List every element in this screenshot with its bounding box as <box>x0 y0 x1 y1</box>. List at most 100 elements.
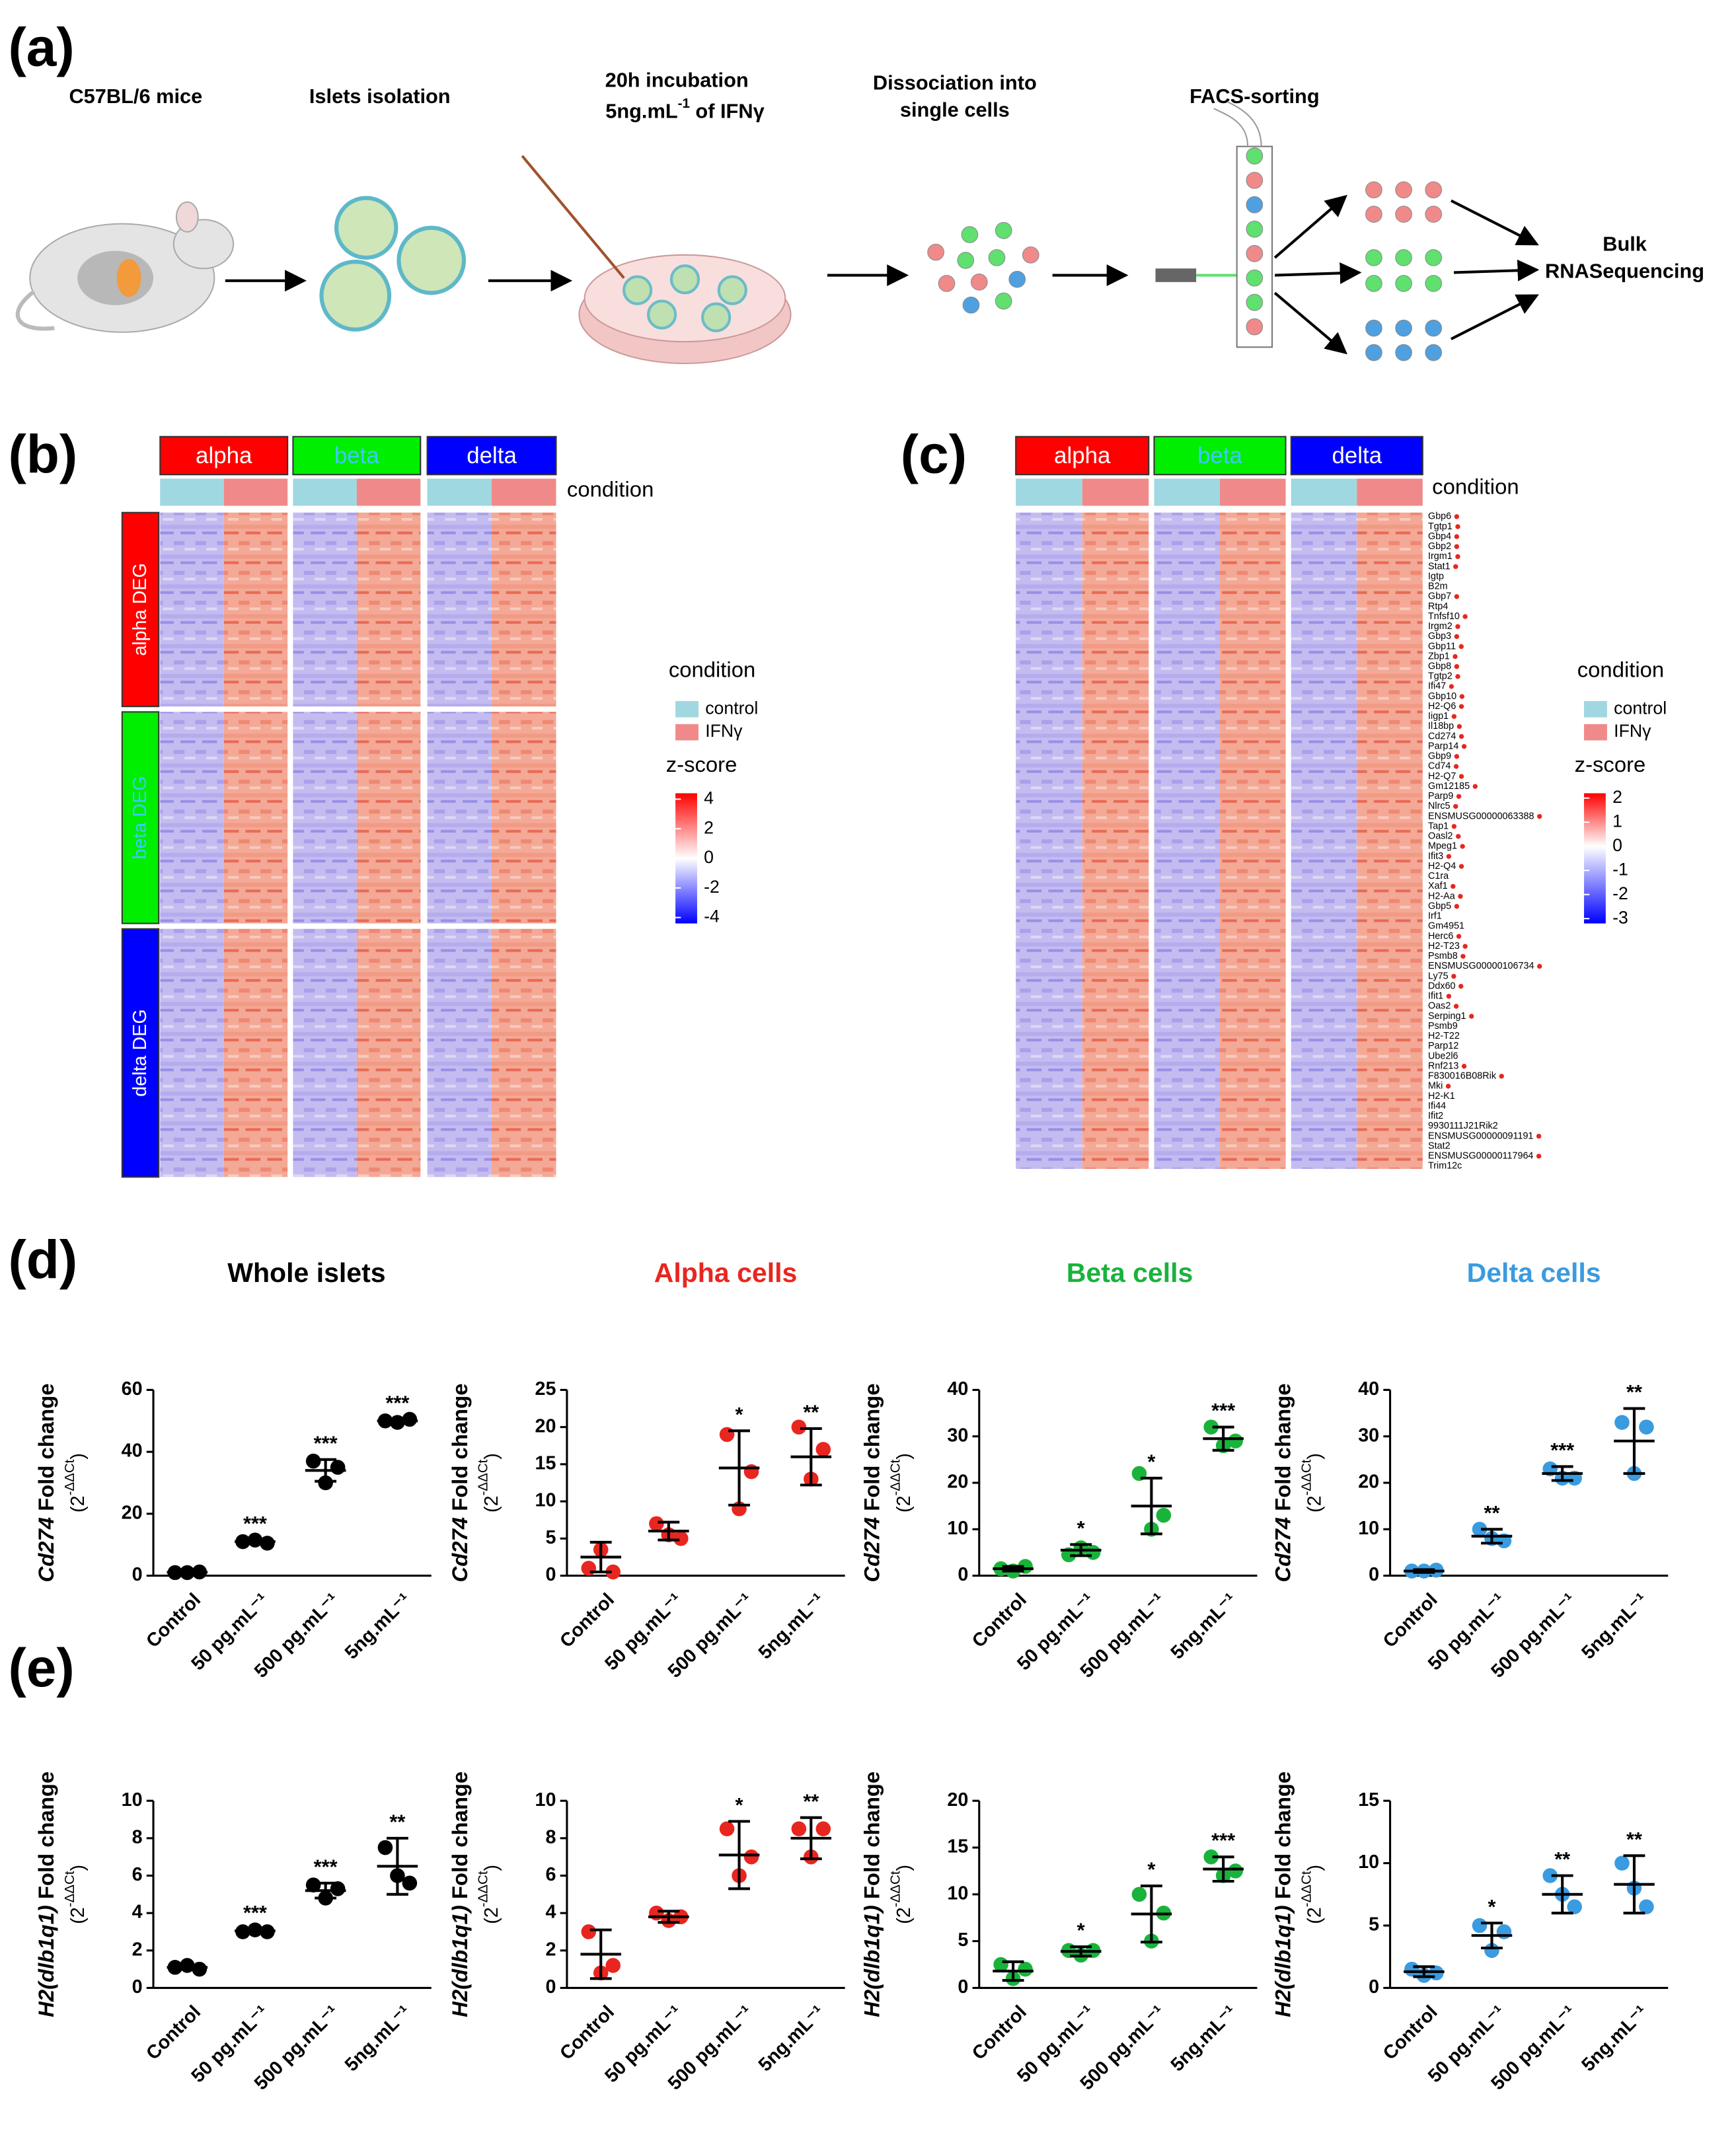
arrows <box>225 194 1540 355</box>
gene-label: Herc6 <box>1428 931 1453 942</box>
y-tick-label: 10 <box>122 1789 143 1811</box>
error-bar <box>244 1927 266 1934</box>
y-axis-unit: (2 <box>67 1495 89 1513</box>
gene-label: Serping1 <box>1428 1011 1466 1022</box>
gene-label: C1ra <box>1428 871 1449 881</box>
y-tick-label: 6 <box>546 1864 556 1885</box>
x-tick-label: 5ng.mL⁻¹ <box>1577 2002 1651 2076</box>
gene-marker <box>1453 1004 1459 1009</box>
heatmap-block <box>293 512 357 707</box>
heatmap-block <box>223 928 288 1178</box>
y-tick-label: 2 <box>546 1939 556 1960</box>
legend-swatch <box>1584 724 1607 741</box>
gene-marker <box>1456 834 1461 839</box>
gene-marker <box>1454 634 1460 640</box>
error-bar <box>244 1538 266 1545</box>
condition-bar <box>1082 478 1149 506</box>
y-axis-unit: ) <box>67 1865 89 1871</box>
gene-label: ENSMUSG00000063388 <box>1428 811 1534 821</box>
gene-label: Tgtp2 <box>1428 671 1453 682</box>
colorbar <box>1584 793 1606 924</box>
y-axis-label: Cd274 Fold change <box>1270 1384 1295 1583</box>
column-title: Delta cells <box>1467 1257 1601 1288</box>
y-axis-unit: (2 <box>67 1907 89 1924</box>
step-label: 20h incubation <box>605 68 749 91</box>
data-point <box>673 1531 689 1546</box>
gene-label: Gbp11 <box>1428 641 1456 652</box>
heatmap-block <box>492 928 556 1178</box>
column-title: Beta cells <box>1067 1257 1193 1288</box>
legend-title: z-score <box>1575 752 1646 776</box>
colorbar-tick-label: -3 <box>1612 907 1628 927</box>
gene-label: Irgm2 <box>1428 621 1453 632</box>
significance: ** <box>1484 1501 1500 1524</box>
gene-marker <box>1462 614 1468 619</box>
gene-label: Parp12 <box>1428 1041 1458 1051</box>
dose: 5ng.mL <box>605 99 677 122</box>
cell-type-header <box>1153 435 1287 476</box>
data-point <box>1203 1849 1219 1865</box>
legend-label: control <box>1614 698 1667 718</box>
x-tick-label: 5ng.mL⁻¹ <box>1577 1589 1651 1663</box>
gene-label: Tap1 <box>1428 821 1449 831</box>
condition-bar <box>1357 478 1423 506</box>
y-tick-label: 20 <box>1358 1472 1379 1493</box>
data-point <box>1639 1419 1654 1435</box>
heatmap-block <box>356 512 421 707</box>
gene-label: Ifi44 <box>1428 1101 1446 1111</box>
step-label: RNASequencing <box>1545 260 1704 283</box>
data-point <box>1496 1924 1512 1939</box>
gene-label: Psmb8 <box>1428 951 1458 961</box>
data-point <box>743 1464 759 1479</box>
data-point <box>815 1821 831 1836</box>
data-point <box>1203 1419 1219 1435</box>
condition-bar <box>223 478 288 506</box>
heatmap-block <box>356 712 421 924</box>
gene-label: Gm12185 <box>1428 781 1470 792</box>
y-axis-label: Cd274 Fold change <box>859 1384 884 1583</box>
y-tick-label: 5 <box>546 1527 556 1548</box>
significance: * <box>1077 1919 1085 1942</box>
gene-label: Zbp1 <box>1428 651 1450 661</box>
gene-label: Ifit1 <box>1428 991 1443 1002</box>
heatmap-block <box>160 512 224 707</box>
y-axis-unit-sup: -ΔΔCt <box>62 1459 77 1495</box>
gene-marker <box>1446 994 1452 999</box>
heatmap-block <box>1082 512 1149 1169</box>
y-axis-label: (2-ΔΔCt) <box>1299 1865 1325 1924</box>
gene-label: Stat1 <box>1428 561 1451 572</box>
row-group-label: alpha DEG <box>130 563 151 655</box>
significance: *** <box>1211 1829 1235 1852</box>
gene-marker <box>1451 714 1457 720</box>
gene-marker <box>1536 963 1542 969</box>
error-bar <box>800 1816 822 1861</box>
column-title: Whole islets <box>227 1257 385 1288</box>
y-axis-text: Fold change <box>34 1384 58 1517</box>
y-axis-text: Fold change <box>1270 1384 1295 1517</box>
gene-marker <box>1458 983 1464 989</box>
y-axis-text: Fold change <box>447 1772 472 1905</box>
panel-label: (e) <box>8 1638 74 1698</box>
facs-illustration <box>1155 100 1273 348</box>
gene-label: H2-T23 <box>1428 941 1460 952</box>
gene-marker <box>1453 654 1458 659</box>
error-bar <box>800 1427 822 1487</box>
mouse-illustration <box>15 201 235 333</box>
error-bar <box>176 1964 198 1971</box>
data-point <box>1472 1522 1488 1537</box>
step-label: Bulk <box>1603 233 1647 256</box>
gene-marker <box>1454 664 1460 669</box>
error-bar <box>1413 1568 1435 1574</box>
gene-label: Stat2 <box>1428 1141 1451 1151</box>
y-axis-unit: ) <box>893 1865 915 1871</box>
condition-label: condition <box>567 477 654 502</box>
error-bar <box>589 1540 612 1574</box>
y-axis-label: H2(dlb1q1) Fold change <box>447 1772 472 2017</box>
gene-marker <box>1461 1063 1467 1069</box>
gene-marker <box>1460 844 1465 849</box>
gene-marker <box>1462 944 1468 949</box>
y-tick-label: 15 <box>1358 1789 1379 1811</box>
significance: *** <box>314 1855 338 1878</box>
error-bar <box>386 1417 408 1424</box>
